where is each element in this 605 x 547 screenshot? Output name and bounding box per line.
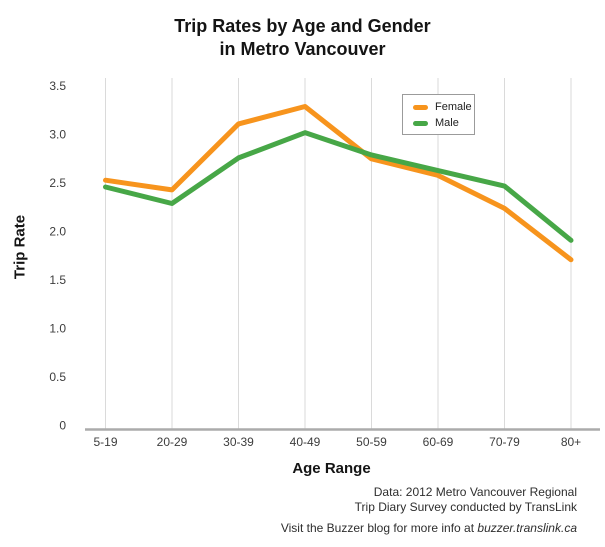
footer: Data: 2012 Metro Vancouver Regional Trip… xyxy=(281,485,577,536)
footer-visit-link: buzzer.translink.ca xyxy=(477,521,577,535)
x-tick-label: 70-79 xyxy=(489,435,520,449)
chart-title-line2: in Metro Vancouver xyxy=(219,39,386,59)
x-tick-label: 20-29 xyxy=(157,435,188,449)
legend-swatch-female-icon xyxy=(413,104,428,110)
x-tick-label: 40-49 xyxy=(290,435,321,449)
x-tick-label: 5-19 xyxy=(93,435,117,449)
x-tick-label: 80+ xyxy=(561,435,581,449)
footer-source-line1: Data: 2012 Metro Vancouver Regional xyxy=(373,485,577,499)
x-tick-label: 60-69 xyxy=(423,435,454,449)
legend: Female Male xyxy=(402,94,475,135)
y-tick-label: 3.5 xyxy=(49,79,66,93)
y-tick-label: 2.5 xyxy=(49,176,66,190)
legend-item-female: Female xyxy=(413,101,474,113)
x-tick-label: 30-39 xyxy=(223,435,254,449)
x-tick-label: 50-59 xyxy=(356,435,387,449)
y-tick-label: 1.5 xyxy=(49,273,66,287)
male-line xyxy=(103,130,574,243)
y-tick-label: 1.0 xyxy=(49,322,66,336)
female-line xyxy=(103,103,574,263)
y-tick-label: 0.5 xyxy=(49,370,66,384)
y-tick-label: 2.0 xyxy=(49,225,66,239)
footer-visit-line: Visit the Buzzer blog for more info at b… xyxy=(281,521,577,536)
legend-label-male: Male xyxy=(435,117,459,129)
y-axis-title: Trip Rate xyxy=(11,214,29,280)
chart-title-line1: Trip Rates by Age and Gender xyxy=(174,16,431,36)
y-tick-label: 0 xyxy=(59,419,66,433)
y-tick-label: 3.0 xyxy=(49,128,66,142)
chart-title: Trip Rates by Age and Gender in Metro Va… xyxy=(0,15,605,61)
x-axis-title: Age Range xyxy=(292,460,371,477)
legend-label-female: Female xyxy=(435,101,472,113)
footer-visit-text: Visit the Buzzer blog for more info at xyxy=(280,521,478,535)
footer-source-line2: Trip Diary Survey conducted by TransLink xyxy=(354,500,577,514)
legend-item-male: Male xyxy=(413,117,474,129)
legend-swatch-male-icon xyxy=(413,120,428,126)
